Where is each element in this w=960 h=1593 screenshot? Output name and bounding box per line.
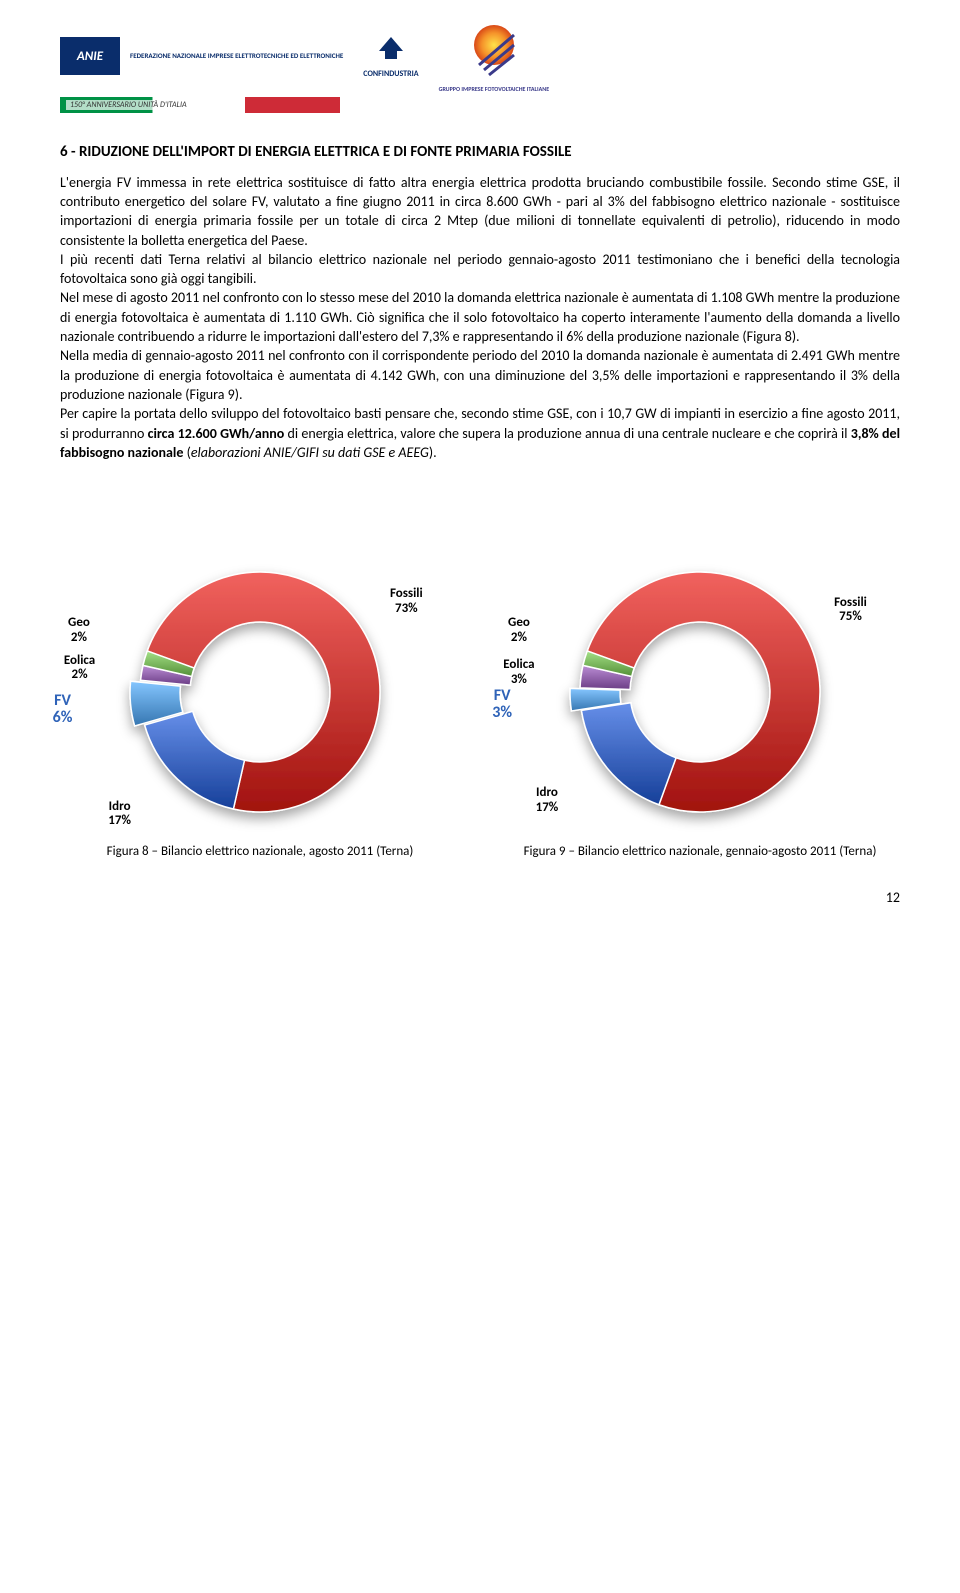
- chart-left-col: Fossili73%Idro17%FV6%Eolica2%Geo2% Figur…: [60, 492, 460, 859]
- donut-slice-idro: [145, 712, 245, 810]
- anie-logo: ANIE FEDERAZIONE NAZIONALE IMPRESE ELETT…: [60, 37, 343, 75]
- anniversary-text: 150° ANNIVERSARIO UNITÀ D'ITALIA: [66, 100, 191, 110]
- donut-label-eolica: Eolica2%: [64, 654, 95, 683]
- gifi-label: GRUPPO IMPRESE FOTOVOLTAICHE ITALIANE: [439, 86, 550, 93]
- donut-label-fossili: Fossili73%: [390, 587, 423, 616]
- header-logo-row: ANIE FEDERAZIONE NAZIONALE IMPRESE ELETT…: [60, 20, 900, 93]
- donut-label-fv: FV3%: [492, 687, 512, 722]
- anie-badge: ANIE: [60, 37, 120, 75]
- donut-slice-idro: [581, 703, 676, 805]
- gifi-logo: GRUPPO IMPRESE FOTOVOLTAICHE ITALIANE: [439, 20, 550, 93]
- donut-label-geo: Geo2%: [68, 616, 90, 645]
- donut-label-geo: Geo2%: [508, 616, 530, 645]
- donut-label-eolica: Eolica3%: [503, 658, 534, 687]
- donut-chart-right: Fossili75%Idro17%FV3%Eolica3%Geo2%: [530, 492, 870, 832]
- confindustria-label: CONFINDUSTRIA: [363, 69, 418, 79]
- donut-label-fossili: Fossili75%: [834, 596, 867, 625]
- donut-label-fv: FV6%: [53, 692, 73, 727]
- confindustria-logo: CONFINDUSTRIA: [363, 33, 418, 79]
- anie-name: ANIE: [77, 49, 103, 64]
- donut-label-idro: Idro17%: [536, 786, 559, 815]
- section-title: 6 - RIDUZIONE DELL'IMPORT DI ENERGIA ELE…: [60, 143, 900, 161]
- body-paragraph: L'energia FV immessa in rete elettrica s…: [60, 173, 900, 463]
- eagle-icon: [371, 33, 411, 63]
- donut-label-idro: Idro17%: [108, 800, 131, 829]
- anniversary-bar: 150° ANNIVERSARIO UNITÀ D'ITALIA: [60, 97, 340, 113]
- caption-left: Figura 8 – Bilancio elettrico nazionale,…: [97, 844, 424, 859]
- gifi-icon: [464, 20, 524, 80]
- anie-description: FEDERAZIONE NAZIONALE IMPRESE ELETTROTEC…: [130, 52, 343, 60]
- chart-right-col: Fossili75%Idro17%FV3%Eolica3%Geo2% Figur…: [500, 492, 900, 859]
- donut-chart-left: Fossili73%Idro17%FV6%Eolica2%Geo2%: [90, 492, 430, 832]
- caption-right: Figura 9 – Bilancio elettrico nazionale,…: [514, 844, 887, 859]
- page-number: 12: [60, 889, 900, 906]
- charts-row: Fossili73%Idro17%FV6%Eolica2%Geo2% Figur…: [60, 492, 900, 859]
